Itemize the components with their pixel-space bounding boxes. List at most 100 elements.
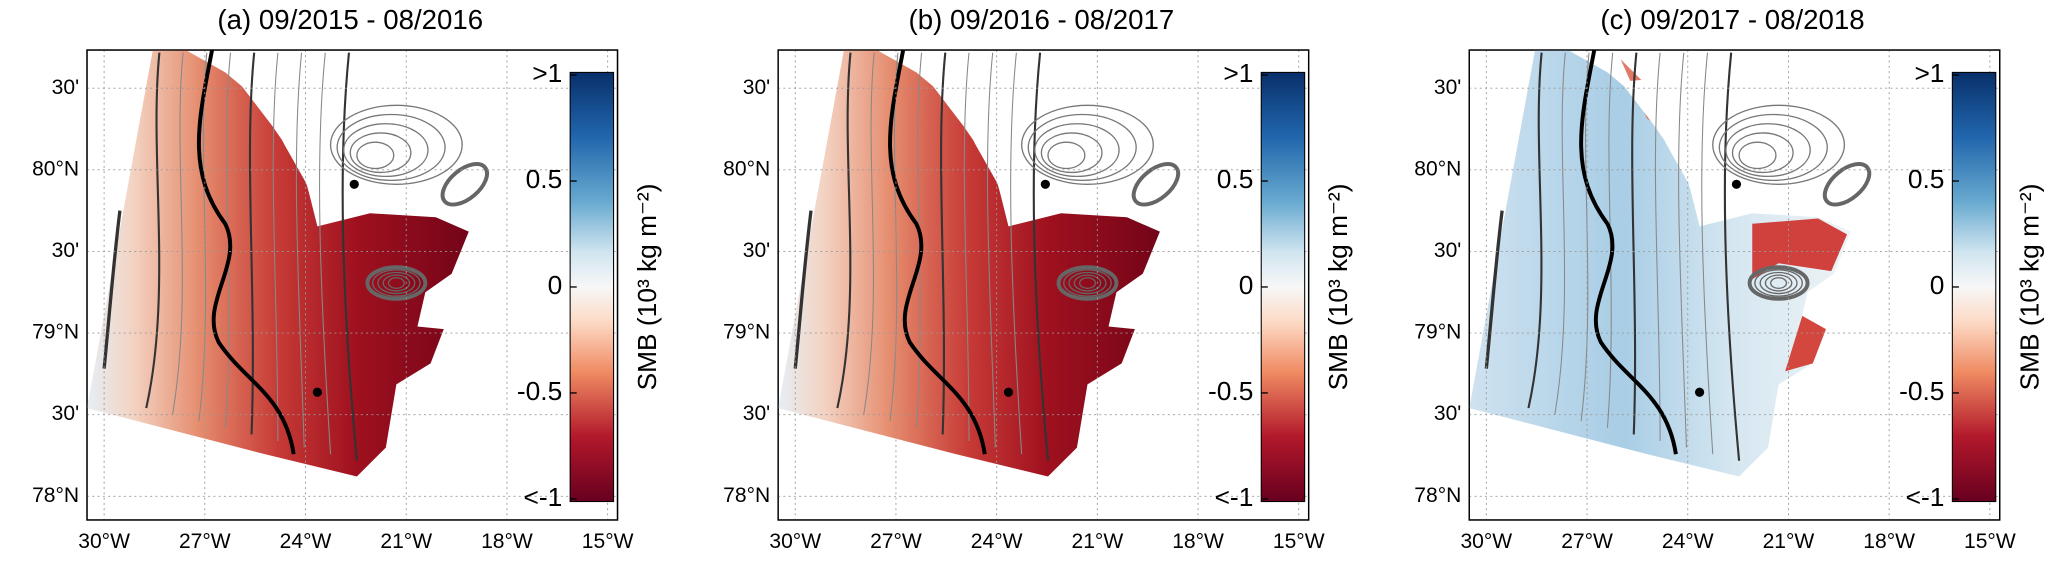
lat-tick-label: 30' (52, 239, 79, 262)
ice-cap-contour (349, 132, 412, 174)
panel-title: (a) 09/2015 - 08/2016 (217, 4, 483, 35)
panel-title: (c) 09/2017 - 08/2018 (1600, 4, 1864, 35)
lat-tick-label: 79°N (1414, 321, 1461, 344)
ice-cap-contour (1027, 113, 1137, 182)
lon-tick-label: 30°W (78, 530, 130, 553)
ice-cap-contour (1770, 277, 1788, 289)
contour (940, 52, 947, 435)
lat-tick-label: 78°N (1414, 484, 1461, 507)
colorbar-tick-label: -0.5 (1899, 376, 1944, 406)
station (349, 179, 359, 189)
ice-cap-contour (365, 265, 428, 301)
colorbar-tick-label: >1 (532, 58, 562, 88)
lat-tick-label: 80°N (723, 157, 770, 180)
ice-cap-contour (356, 141, 395, 170)
lon-tick-label: 30°W (1460, 530, 1512, 553)
colorbar-tick-label: >1 (1914, 58, 1944, 88)
panel-title: (b) 09/2016 - 08/2017 (909, 4, 1175, 35)
smb-field (778, 50, 1160, 477)
lat-tick-label: 78°N (32, 484, 79, 507)
lat-tick-label: 80°N (32, 157, 79, 180)
ice-cap-contour (1718, 113, 1828, 182)
lat-tick-label: 30' (743, 76, 770, 99)
ice-cap-contour (1712, 104, 1846, 185)
contour (1723, 52, 1741, 461)
contour (341, 52, 358, 461)
grounding-line (196, 49, 296, 455)
lon-tick-label: 21°W (380, 530, 432, 553)
colorbar-tick-label: 0 (548, 270, 563, 300)
lat-tick-label: 30' (52, 76, 79, 99)
ice-cap-contour (1078, 277, 1097, 289)
contour (248, 52, 256, 435)
contour (1701, 52, 1714, 455)
colorbar-tick-label: <-1 (523, 482, 562, 512)
coast-line (102, 210, 122, 369)
ice-cap-contour (1725, 123, 1811, 178)
ice-cap-contour (1040, 132, 1103, 174)
smb-field (87, 50, 469, 477)
ice-cap-contour (440, 162, 490, 207)
coast-line (1484, 210, 1504, 369)
colorbar-tick-label: -0.5 (517, 376, 562, 406)
contour (836, 52, 852, 409)
contour (963, 52, 970, 441)
grounding-line (888, 49, 987, 455)
lat-tick-label: 30' (52, 402, 79, 425)
contour (986, 52, 996, 448)
lat-tick-label: 30' (1434, 402, 1461, 425)
lat-tick-label: 78°N (723, 484, 770, 507)
lon-tick-label: 15°W (1273, 530, 1325, 553)
map-border (1468, 49, 2001, 521)
contour (272, 52, 279, 441)
ice-cap-contour (1754, 269, 1803, 297)
station (1003, 387, 1014, 397)
lon-tick-label: 24°W (1662, 530, 1714, 553)
ice-cap-contour (329, 104, 463, 185)
contour (319, 52, 332, 455)
lon-tick-label: 21°W (1071, 530, 1123, 553)
panel: (b) 09/2016 - 08/2017 30' 80°N 30' 79°N 30' 78… (723, 4, 1353, 553)
contour (295, 52, 305, 448)
colorbar-tick-label: <-1 (1215, 482, 1254, 512)
lon-tick-label: 27°W (179, 530, 231, 553)
colorbar-tick-label: >1 (1223, 58, 1253, 88)
ice-cap-contour (1822, 162, 1872, 207)
lat-tick-label: 30' (743, 402, 770, 425)
contour (1554, 52, 1566, 415)
grounding-line (1579, 49, 1678, 455)
ice-cap-contour (372, 269, 421, 297)
map-border (777, 49, 1310, 521)
lon-tick-label: 18°W (481, 530, 533, 553)
contour (1654, 52, 1661, 441)
ice-cap-contour (343, 123, 429, 178)
colorbar-tick-label: 0.5 (526, 164, 563, 194)
ice-cap-contour (1020, 104, 1154, 185)
lat-tick-label: 79°N (32, 321, 79, 344)
lon-tick-label: 30°W (769, 530, 821, 553)
ice-cap-contour (377, 271, 416, 295)
lon-tick-label: 15°W (582, 530, 634, 553)
contour (1631, 52, 1638, 435)
smb-negative-patch (1752, 218, 1848, 280)
station (1694, 387, 1705, 397)
ice-cap-contour (1073, 274, 1102, 292)
contour (1010, 52, 1023, 455)
ice-cap-contour (1068, 271, 1107, 295)
lat-tick-label: 80°N (1414, 157, 1461, 180)
ice-cap-contour (1759, 271, 1798, 295)
ice-cap-contour (336, 113, 446, 182)
lon-tick-label: 15°W (1964, 530, 2016, 553)
colorbar-tick-label: <-1 (1906, 482, 1945, 512)
ice-cap-contour (1063, 269, 1112, 297)
ice-cap-contour (387, 277, 405, 289)
lon-tick-label: 24°W (280, 530, 332, 553)
colorbar-tick-label: 0 (1930, 270, 1945, 300)
contour (863, 52, 875, 415)
lat-tick-label: 30' (743, 239, 770, 262)
ice-cap-contour (1738, 141, 1777, 170)
colorbar-tick-label: 0.5 (1217, 164, 1254, 194)
ice-cap-contour (1047, 141, 1086, 170)
colorbar-tick-label: 0 (1239, 270, 1254, 300)
